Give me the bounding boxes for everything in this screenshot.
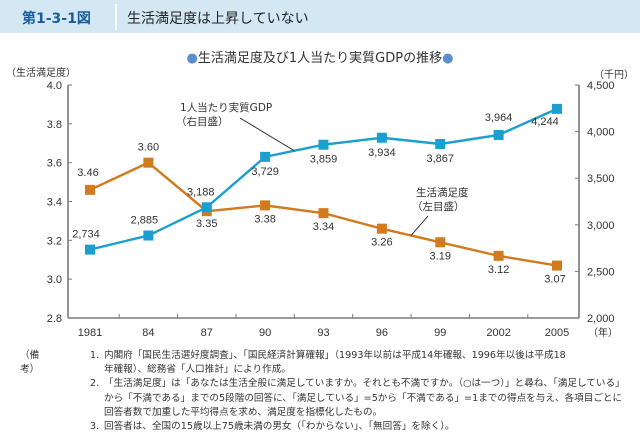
satisfaction-marker [552, 260, 562, 271]
note-line: 「生活満足度」は「あなたは生活全般に満足していますか。それとも不満ですか。（○は… [104, 378, 625, 390]
chart-title-text: 生活満足度及び1人当たり実質GDPの推移 [197, 51, 443, 66]
left-tick-label: 3.2 [47, 235, 62, 247]
right-tick-label: 4,500 [587, 80, 615, 92]
x-tick-label: 90 [259, 327, 271, 339]
gdp-data-label: 2,734 [72, 229, 100, 241]
x-tick-label: 87 [201, 327, 213, 339]
note-number: 3. [90, 421, 100, 432]
gdp-data-label: 4,244 [531, 116, 559, 128]
gdp-marker [493, 129, 504, 140]
gdp-annotation-title: 1人当たり実質GDP [180, 101, 272, 114]
right-tick-label: 4,000 [587, 127, 615, 139]
left-tick-label: 3.6 [47, 158, 62, 170]
satisfaction-data-label: 3.34 [313, 221, 334, 233]
chart-title: ●生活満足度及び1人当たり実質GDPの推移● [0, 47, 640, 66]
satisfaction-data-label: 3.35 [196, 218, 217, 230]
gdp-data-label: 3,934 [368, 147, 396, 159]
satisfaction-marker [318, 208, 329, 219]
gdp-data-label: 3,964 [485, 112, 513, 124]
left-tick-label: 3.4 [47, 197, 62, 209]
note-line: 内閣府「国民生活選好度調査」、「国民経済計算確報」（1993年以前は平成14年確… [104, 350, 566, 361]
satisfaction-marker [260, 200, 271, 211]
x-tick-label: 2002 [486, 327, 510, 339]
x-tick-label: 1981 [78, 327, 102, 339]
gdp-data-label: 3,859 [310, 154, 338, 166]
satisfaction-data-label: 3.12 [488, 264, 509, 276]
x-tick-label: 2005 [545, 327, 569, 339]
header-separator [115, 4, 117, 30]
note-number: 2. [90, 378, 100, 390]
note-line: 回答者数で加重した平均得点を求め、満足度を指標化したもの。 [104, 406, 383, 418]
satisfaction-leader-line [410, 215, 429, 236]
left-tick-label: 3.0 [47, 274, 62, 286]
note-text: 内閣府「国民生活選好度調査」、「国民経済計算確報」（1993年以前は平成14年確… [104, 349, 634, 377]
figure-number: 第1-3-1図 [22, 11, 91, 27]
left-tick-label: 3.8 [47, 119, 62, 131]
gdp-marker [318, 139, 329, 150]
note-text: 「生活満足度」は「あなたは生活全般に満足していますか。それとも不満ですか。（○は… [104, 377, 634, 420]
right-tick-label: 3,500 [587, 173, 615, 185]
satisfaction-annotation-axis: （左目盛） [412, 200, 465, 213]
satisfaction-marker [376, 223, 387, 234]
left-axis-label: （生活満足度） [6, 68, 76, 79]
x-tick-label: 84 [142, 327, 154, 339]
gdp-marker [85, 244, 95, 255]
note-number: 1. [90, 350, 100, 361]
bullet-icon: ● [186, 51, 198, 66]
satisfaction-data-label: 3.60 [138, 142, 159, 154]
gdp-data-label: 3,729 [251, 166, 279, 178]
note-line: 回答者は、全国の15歳以上75歳未満の男女（「わからない」、「無回答」を除く）。 [104, 421, 455, 432]
satisfaction-data-label: 3.46 [77, 167, 98, 179]
satisfaction-marker [435, 237, 446, 248]
gdp-marker [260, 151, 271, 162]
satisfaction-marker [493, 250, 504, 261]
gdp-data-label: 3,867 [426, 153, 454, 165]
notes-label: （備考） [20, 350, 40, 376]
gdp-data-label: 3,188 [187, 186, 215, 198]
gdp-marker [552, 103, 562, 114]
satisfaction-data-label: 3.19 [430, 250, 451, 262]
left-tick-label: 2.8 [47, 313, 62, 325]
note-line: 年確報）、総務省「人口推計」により作成。 [104, 364, 291, 376]
satisfaction-data-label: 3.38 [254, 213, 275, 225]
x-tick-label: 96 [376, 327, 388, 339]
right-tick-label: 2,500 [587, 266, 615, 278]
gdp-marker [201, 202, 212, 213]
satisfaction-annotation-title: 生活満足度 [416, 186, 469, 199]
x-axis-label: （年） [588, 326, 618, 339]
right-axis-label: （千円） [594, 70, 634, 81]
satisfaction-data-label: 3.26 [371, 237, 392, 249]
note-text: 回答者は、全国の15歳以上75歳未満の男女（「わからない」、「無回答」を除く）。 [104, 420, 634, 434]
gdp-marker [376, 132, 387, 143]
gdp-leader-line [239, 117, 295, 152]
gdp-marker [435, 138, 446, 149]
satisfaction-marker [143, 157, 154, 168]
gdp-marker [143, 230, 154, 241]
figure-header: 第1-3-1図 生活満足度は上昇していない [0, 0, 640, 33]
right-tick-label: 3,000 [587, 220, 615, 232]
gdp-annotation-axis: （右目盛） [176, 115, 229, 128]
bullet-icon: ● [442, 51, 454, 66]
x-tick-label: 93 [317, 327, 329, 339]
right-tick-label: 2,000 [587, 313, 615, 325]
satisfaction-marker [85, 184, 95, 195]
figure-title: 生活満足度は上昇していない [127, 11, 309, 27]
gdp-data-label: 2,885 [131, 215, 159, 227]
left-tick-label: 4.0 [47, 80, 62, 92]
x-tick-label: 99 [434, 327, 446, 339]
note-line: から「不満である」までの5段階の回答に、「満足している」=5から「不満である」=… [104, 392, 623, 404]
line-chart: 4.0 3.8 3.6 3.4 3.2 3.0 2.8 4,500 4,000 3,500 3,00… [47, 80, 618, 339]
satisfaction-data-label: 3.07 [544, 274, 565, 286]
